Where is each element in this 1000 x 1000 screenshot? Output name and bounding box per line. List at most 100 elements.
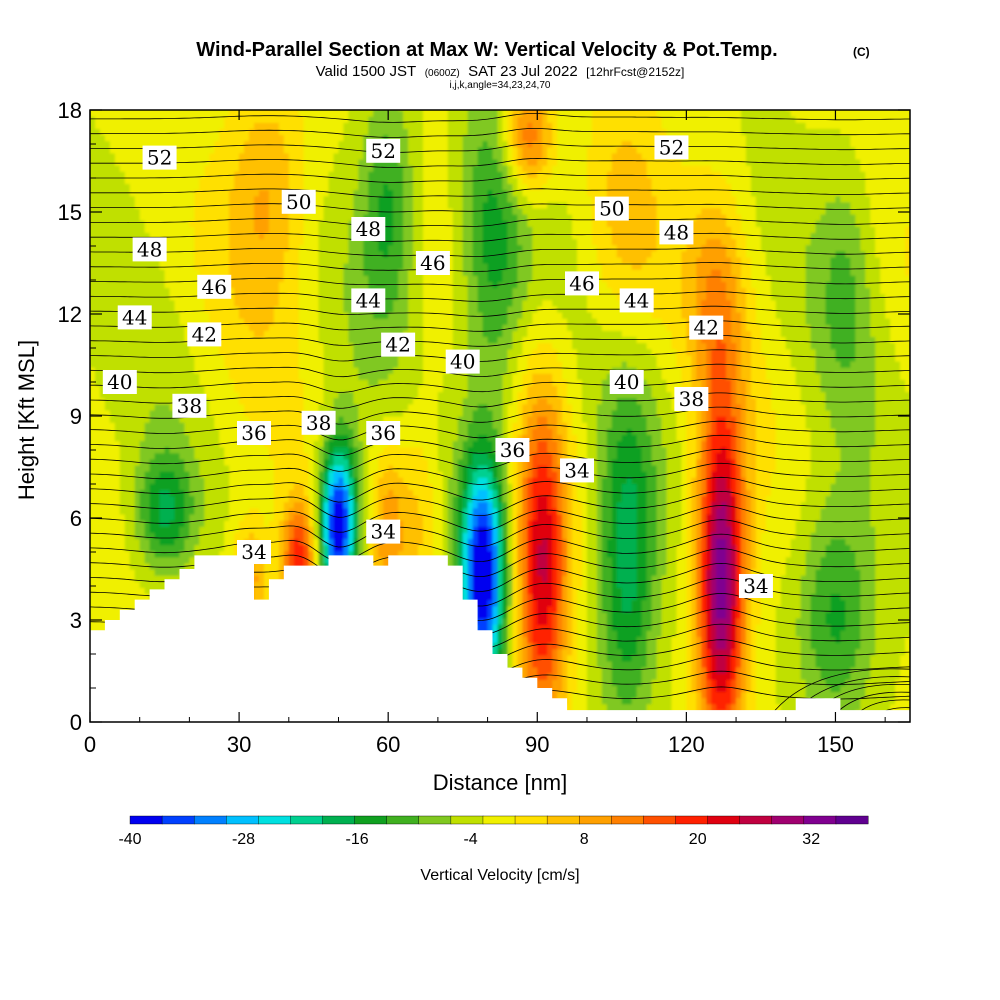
- velocity-cell: [179, 354, 186, 362]
- velocity-cell: [99, 146, 106, 154]
- velocity-cell: [129, 550, 136, 558]
- velocity-cell: [293, 532, 300, 539]
- velocity-cell: [204, 238, 210, 246]
- velocity-cell: [199, 305, 205, 313]
- velocity-cell: [249, 360, 255, 368]
- velocity-cell: [268, 281, 275, 289]
- velocity-cell: [244, 446, 250, 454]
- velocity-cell: [219, 367, 225, 374]
- velocity-cell: [308, 275, 315, 282]
- velocity-cell: [129, 354, 136, 362]
- velocity-cell: [204, 452, 210, 460]
- velocity-cell: [234, 373, 240, 380]
- velocity-cell: [199, 360, 205, 368]
- velocity-cell: [219, 110, 225, 117]
- velocity-cell: [189, 385, 195, 393]
- velocity-cell: [278, 397, 285, 405]
- velocity-cell: [229, 434, 235, 442]
- velocity-cell: [313, 122, 320, 129]
- velocity-cell: [199, 140, 205, 148]
- velocity-cell: [169, 501, 176, 509]
- velocity-cell: [129, 220, 136, 227]
- velocity-cell: [199, 116, 205, 123]
- velocity-cell: [90, 458, 96, 466]
- velocity-cell: [109, 256, 116, 264]
- velocity-cell: [263, 458, 270, 466]
- velocity-cell: [308, 171, 315, 178]
- velocity-cell: [199, 152, 205, 160]
- velocity-cell: [134, 409, 141, 417]
- velocity-cell: [313, 373, 320, 380]
- velocity-cell: [254, 214, 260, 221]
- velocity-cell: [219, 171, 225, 178]
- velocity-cell: [298, 397, 305, 405]
- velocity-cell: [209, 214, 215, 221]
- velocity-cell: [94, 495, 101, 503]
- velocity-cell: [149, 550, 156, 558]
- velocity-cell: [99, 373, 106, 380]
- velocity-cell: [119, 538, 126, 546]
- velocity-cell: [328, 128, 335, 136]
- velocity-cell: [90, 214, 96, 221]
- velocity-cell: [273, 556, 280, 564]
- velocity-cell: [254, 458, 260, 466]
- velocity-cell: [249, 299, 255, 307]
- velocity-cell: [273, 569, 280, 576]
- velocity-cell: [149, 471, 156, 478]
- velocity-cell: [258, 477, 265, 484]
- velocity-cell: [184, 428, 190, 435]
- velocity-cell: [129, 581, 136, 588]
- velocity-cell: [224, 220, 230, 227]
- velocity-cell: [254, 416, 260, 423]
- velocity-cell: [109, 195, 116, 203]
- velocity-cell: [249, 220, 255, 227]
- velocity-cell: [194, 122, 200, 129]
- velocity-cell: [189, 299, 195, 307]
- velocity-cell: [313, 226, 320, 233]
- velocity-cell: [144, 195, 151, 203]
- velocity-cell: [214, 360, 220, 368]
- velocity-cell: [229, 256, 235, 264]
- velocity-cell: [254, 581, 260, 588]
- velocity-cell: [139, 342, 146, 350]
- velocity-cell: [244, 464, 250, 472]
- velocity-cell: [90, 501, 96, 509]
- velocity-cell: [129, 122, 136, 129]
- velocity-cell: [199, 128, 205, 136]
- velocity-cell: [154, 562, 161, 570]
- velocity-cell: [99, 110, 106, 117]
- velocity-cell: [109, 605, 116, 613]
- velocity-cell: [194, 201, 200, 209]
- velocity-cell: [159, 207, 166, 215]
- velocity-cell: [159, 403, 166, 411]
- velocity-cell: [144, 501, 151, 509]
- velocity-cell: [313, 342, 320, 350]
- velocity-cell: [94, 232, 101, 240]
- velocity-cell: [283, 428, 290, 435]
- velocity-cell: [109, 440, 116, 448]
- velocity-cell: [263, 165, 270, 172]
- velocity-cell: [249, 452, 255, 460]
- velocity-cell: [199, 367, 205, 374]
- velocity-cell: [229, 281, 235, 289]
- velocity-cell: [90, 611, 96, 619]
- velocity-cell: [244, 489, 250, 497]
- velocity-cell: [229, 379, 235, 386]
- velocity-cell: [134, 165, 141, 172]
- velocity-cell: [288, 140, 295, 148]
- velocity-cell: [139, 422, 146, 429]
- velocity-cell: [90, 575, 96, 582]
- velocity-cell: [139, 483, 146, 491]
- copyright-mark: (C): [853, 45, 870, 59]
- velocity-cell: [90, 452, 96, 460]
- velocity-cell: [258, 354, 265, 362]
- velocity-cell: [99, 532, 106, 539]
- velocity-cell: [184, 336, 190, 344]
- velocity-cell: [239, 140, 245, 148]
- velocity-cell: [323, 177, 330, 185]
- velocity-cell: [303, 403, 310, 411]
- velocity-cell: [139, 477, 146, 484]
- velocity-cell: [114, 201, 121, 209]
- velocity-cell: [149, 575, 156, 582]
- velocity-cell: [258, 452, 265, 460]
